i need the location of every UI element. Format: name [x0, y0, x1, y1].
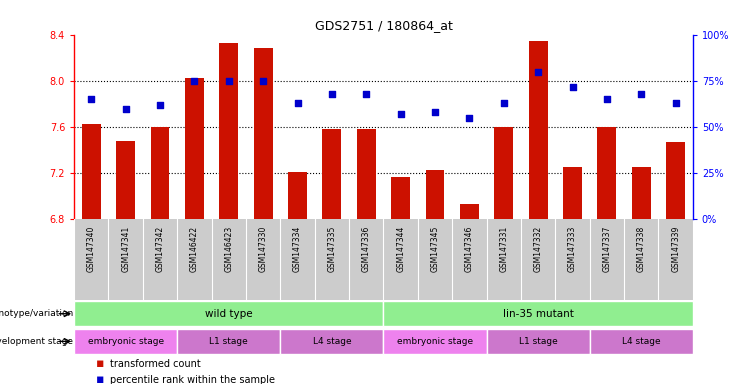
Text: GSM147341: GSM147341 — [122, 226, 130, 272]
Bar — [288, 172, 307, 219]
Text: GSM147339: GSM147339 — [671, 226, 680, 272]
Point — [395, 111, 407, 117]
Text: GSM147346: GSM147346 — [465, 226, 474, 272]
Point — [292, 100, 304, 106]
Point — [429, 109, 441, 116]
Bar — [597, 127, 617, 219]
Point — [154, 102, 166, 108]
Text: GSM147345: GSM147345 — [431, 226, 439, 272]
Point — [326, 91, 338, 97]
Bar — [384, 301, 693, 326]
Text: GSM147334: GSM147334 — [293, 226, 302, 272]
Bar — [280, 329, 384, 354]
Bar — [666, 142, 685, 219]
Text: GSM147340: GSM147340 — [87, 226, 96, 272]
Text: GSM146422: GSM146422 — [190, 226, 199, 272]
Point — [567, 83, 579, 89]
Bar — [219, 43, 239, 219]
Text: development stage: development stage — [0, 337, 73, 346]
Text: GSM147333: GSM147333 — [568, 226, 577, 272]
Text: GSM147344: GSM147344 — [396, 226, 405, 272]
Bar — [185, 78, 204, 219]
Bar — [632, 167, 651, 219]
Bar — [253, 48, 273, 219]
Text: wild type: wild type — [205, 309, 253, 319]
Bar — [150, 127, 170, 219]
Bar — [384, 329, 487, 354]
Text: GSM147330: GSM147330 — [259, 226, 268, 272]
Bar — [322, 129, 342, 219]
Text: GSM147332: GSM147332 — [534, 226, 542, 272]
Text: L4 stage: L4 stage — [313, 337, 351, 346]
Text: GSM147336: GSM147336 — [362, 226, 370, 272]
Bar — [74, 301, 384, 326]
Point — [85, 96, 97, 103]
Bar — [116, 141, 135, 219]
Point — [360, 91, 372, 97]
Text: genotype/variation: genotype/variation — [0, 309, 73, 318]
Point — [532, 69, 544, 75]
Text: percentile rank within the sample: percentile rank within the sample — [110, 375, 275, 384]
Bar — [425, 170, 445, 219]
Text: GSM147335: GSM147335 — [328, 226, 336, 272]
Bar — [82, 124, 101, 219]
Point — [223, 78, 235, 84]
Point — [601, 96, 613, 103]
Text: embryonic stage: embryonic stage — [87, 337, 164, 346]
Text: embryonic stage: embryonic stage — [397, 337, 473, 346]
Text: lin-35 mutant: lin-35 mutant — [502, 309, 574, 319]
Point — [188, 78, 200, 84]
Text: ▪: ▪ — [96, 373, 109, 384]
Text: GSM146423: GSM146423 — [225, 226, 233, 272]
Text: GSM147342: GSM147342 — [156, 226, 165, 272]
Point — [670, 100, 682, 106]
Bar — [494, 127, 514, 219]
Text: GSM147331: GSM147331 — [499, 226, 508, 272]
Bar — [357, 129, 376, 219]
Text: ▪: ▪ — [96, 358, 109, 370]
Text: L4 stage: L4 stage — [622, 337, 660, 346]
Bar — [487, 329, 590, 354]
Bar — [563, 167, 582, 219]
Bar — [391, 177, 410, 219]
Bar — [590, 329, 693, 354]
Point — [635, 91, 647, 97]
Bar — [177, 329, 280, 354]
Text: L1 stage: L1 stage — [210, 337, 248, 346]
Bar — [528, 41, 548, 219]
Text: GSM147337: GSM147337 — [602, 226, 611, 272]
Title: GDS2751 / 180864_at: GDS2751 / 180864_at — [314, 19, 453, 32]
Text: GSM147338: GSM147338 — [637, 226, 645, 272]
Point — [498, 100, 510, 106]
Bar — [74, 329, 177, 354]
Point — [257, 78, 269, 84]
Point — [120, 106, 132, 112]
Text: transformed count: transformed count — [110, 359, 200, 369]
Point — [463, 115, 475, 121]
Text: L1 stage: L1 stage — [519, 337, 557, 346]
Bar — [460, 204, 479, 219]
